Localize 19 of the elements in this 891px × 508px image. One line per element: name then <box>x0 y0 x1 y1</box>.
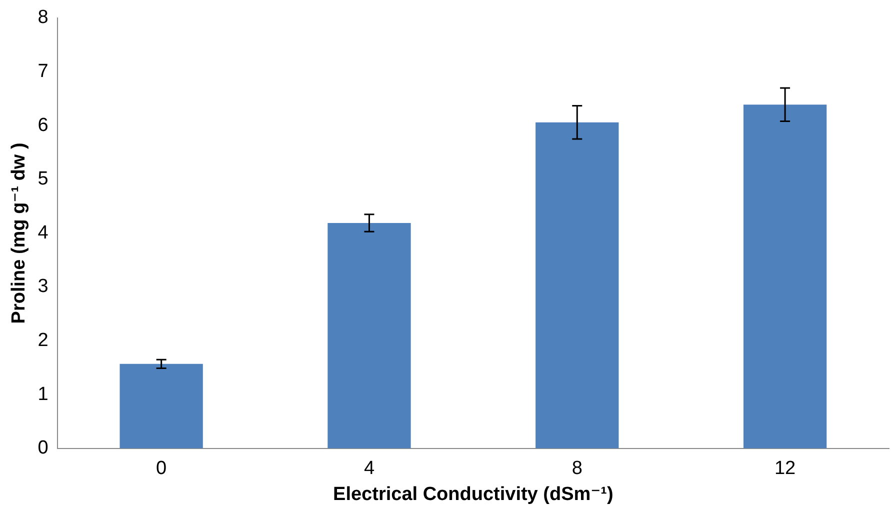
bar <box>328 222 411 448</box>
y-tick-label: 3 <box>38 276 48 298</box>
x-tick-label: 0 <box>156 458 167 480</box>
y-axis-title: Proline (mg g⁻¹ dw ) <box>8 142 30 324</box>
y-tick-label: 0 <box>38 438 48 459</box>
y-tick-label: 6 <box>38 114 48 136</box>
y-tick-label: 4 <box>38 222 49 244</box>
bar <box>536 122 619 448</box>
x-tick-label: 8 <box>572 458 582 480</box>
bar <box>120 364 203 448</box>
y-tick-label: 5 <box>38 168 48 190</box>
x-axis-title: Electrical Conductivity (dSm⁻¹) <box>333 484 614 505</box>
y-tick-label: 8 <box>38 7 48 28</box>
bar <box>743 104 827 448</box>
y-tick-label: 7 <box>38 61 48 82</box>
x-tick-label: 12 <box>774 458 796 480</box>
y-tick-label: 1 <box>38 384 48 405</box>
y-tick-label: 2 <box>38 330 48 352</box>
x-tick-label: 4 <box>364 458 375 480</box>
